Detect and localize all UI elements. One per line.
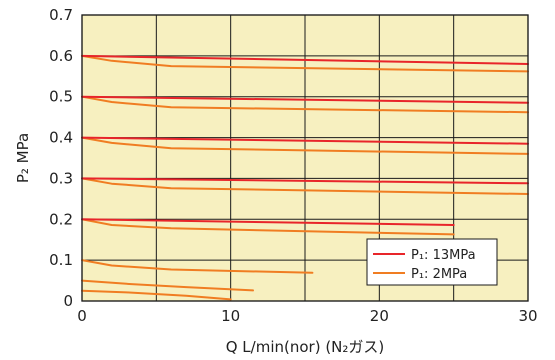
x-axis-label: Q L/min(nor) (N₂ガス) (226, 338, 385, 356)
x-tick-label: 30 (518, 307, 537, 325)
series-line-13mpa-2 (81, 136, 529, 145)
series-line-13mpa-3 (81, 177, 529, 185)
y-tick-label: 0.3 (49, 169, 73, 187)
legend-label-2mpa: P₁: 2MPa (411, 267, 467, 282)
y-tick-label: 0 (63, 292, 73, 310)
series-line-2mpa-7 (81, 289, 232, 301)
series-line-2mpa-3 (81, 177, 529, 195)
legend: P₁: 13MPa P₁: 2MPa (366, 238, 498, 286)
series-line-2mpa-6 (81, 279, 254, 292)
y-tick-label: 0.6 (49, 47, 73, 65)
y-tick-label: 0.4 (49, 129, 73, 147)
series-line-2mpa-4 (81, 218, 455, 236)
series-line-13mpa-0 (81, 54, 529, 65)
x-tick-label: 20 (370, 307, 389, 325)
y-tick-label: 0.1 (49, 251, 73, 269)
y-axis-ticks: 0 0.1 0.2 0.3 0.4 0.5 0.6 0.7 (49, 6, 73, 310)
series-line-2mpa-0 (81, 54, 529, 73)
y-tick-label: 0.7 (49, 6, 73, 24)
series-line-2mpa-5 (81, 259, 314, 274)
x-tick-label: 10 (221, 307, 240, 325)
plot-frame (81, 14, 529, 302)
series-line-13mpa-4 (81, 218, 455, 226)
x-axis-ticks: 0 10 20 30 (77, 307, 537, 325)
series-line-2mpa-2 (81, 136, 529, 155)
series-lines (81, 54, 529, 301)
legend-box (366, 238, 498, 286)
y-tick-label: 0.2 (49, 210, 73, 228)
legend-label-13mpa: P₁: 13MPa (411, 248, 476, 263)
series-line-13mpa-1 (81, 95, 529, 104)
x-tick-label: 0 (77, 307, 87, 325)
y-axis-label: P₂ MPa (14, 133, 32, 183)
y-tick-label: 0.5 (49, 88, 73, 106)
series-line-2mpa-1 (81, 95, 529, 114)
